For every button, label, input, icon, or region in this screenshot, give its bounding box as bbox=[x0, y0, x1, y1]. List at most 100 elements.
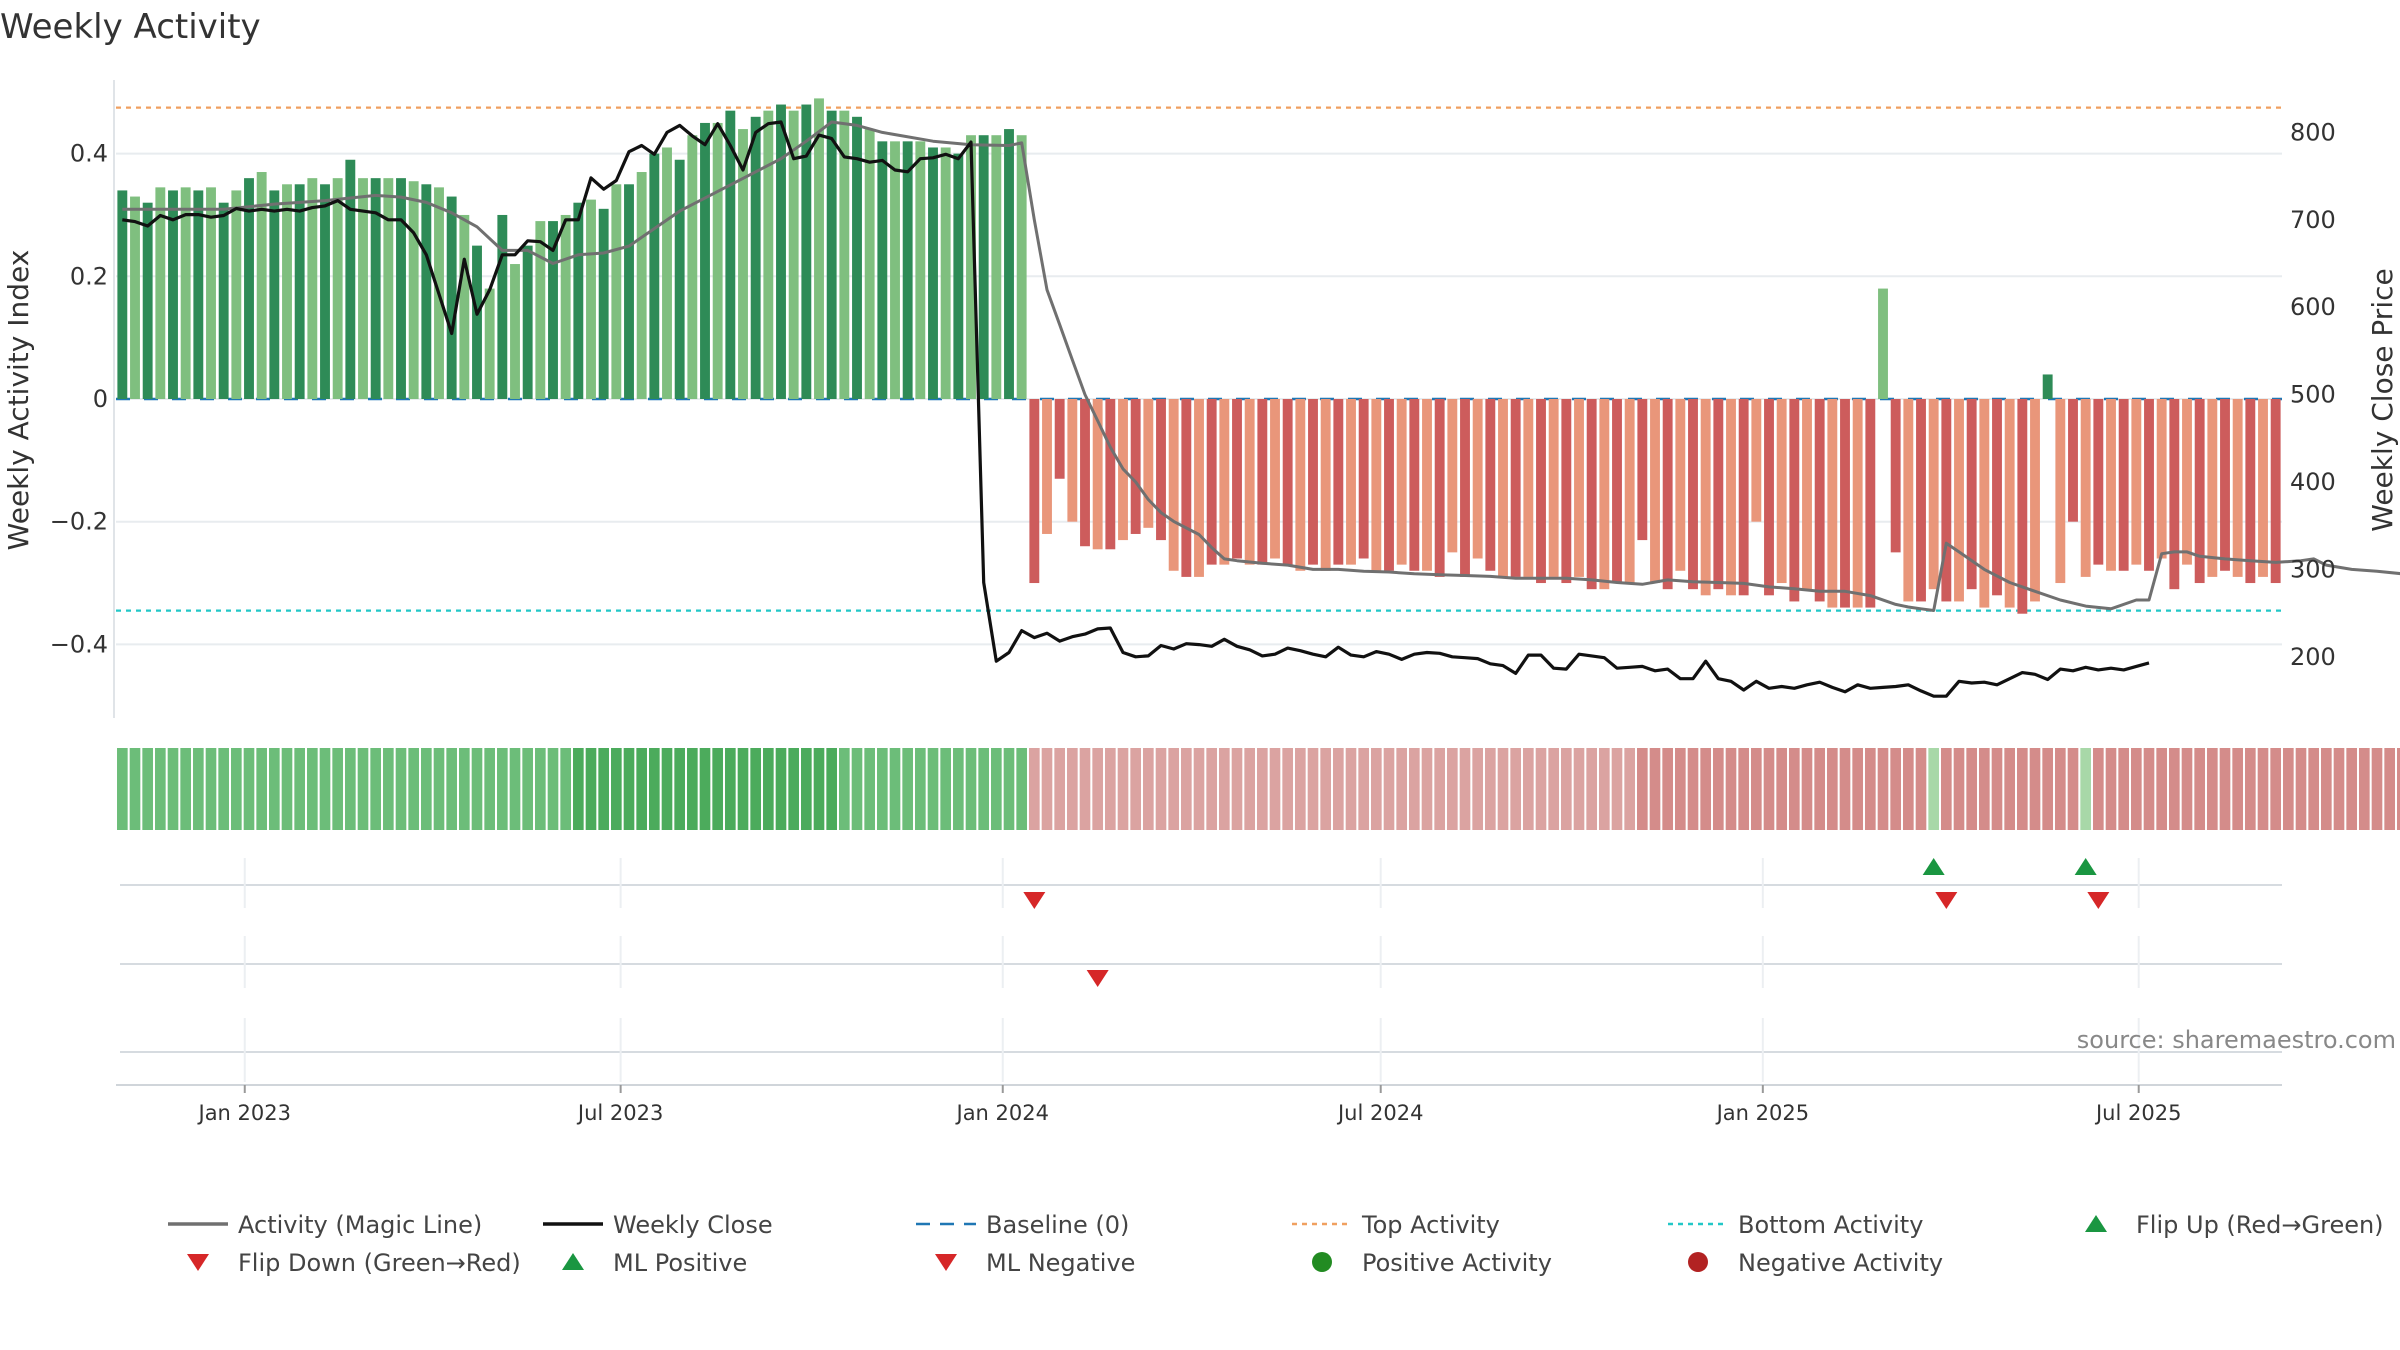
state-cell bbox=[2181, 748, 2193, 830]
state-cell bbox=[1168, 748, 1179, 830]
state-cell bbox=[1725, 748, 1737, 830]
activity-bar bbox=[1890, 399, 1901, 553]
state-cell bbox=[1269, 748, 1281, 830]
activity-bar bbox=[1105, 399, 1116, 550]
activity-bar bbox=[130, 196, 140, 399]
state-cell bbox=[763, 748, 774, 830]
legend-label: Negative Activity bbox=[1738, 1249, 1943, 1277]
activity-bar bbox=[1599, 399, 1610, 590]
flip-down-marker bbox=[1935, 892, 1958, 909]
state-cell bbox=[1877, 748, 1889, 830]
state-cell bbox=[1231, 748, 1243, 830]
state-cell bbox=[1991, 748, 2003, 830]
axes: −0.4 −0.2 0 0.2 0.4 200 300 400 500 600 700 800 bbox=[50, 80, 2336, 718]
activity-bar bbox=[1738, 399, 1749, 596]
state-cell bbox=[2055, 748, 2066, 830]
state-cell bbox=[1485, 748, 1496, 830]
state-cell bbox=[2270, 748, 2281, 830]
activity-bar bbox=[750, 116, 761, 400]
state-cell bbox=[2333, 748, 2345, 830]
activity-bar bbox=[1789, 399, 1800, 602]
activity-bar bbox=[370, 178, 381, 399]
activity-bar bbox=[1029, 399, 1040, 584]
state-cell bbox=[1966, 748, 1977, 830]
date-tick-label: Jul 2024 bbox=[1336, 1101, 1423, 1125]
state-cell bbox=[2131, 748, 2142, 830]
activity-bar bbox=[1954, 399, 1964, 602]
activity-bar bbox=[586, 199, 596, 399]
legend-symbol bbox=[935, 1254, 957, 1271]
activity-bar bbox=[1130, 399, 1141, 534]
state-cell bbox=[712, 748, 723, 830]
activity-bar bbox=[776, 104, 786, 400]
activity-bar bbox=[1434, 399, 1445, 577]
activity-bar bbox=[1612, 399, 1622, 584]
activity-bar bbox=[1143, 399, 1154, 528]
state-cell bbox=[2143, 748, 2155, 830]
date-tick-label: Jul 2023 bbox=[576, 1101, 663, 1125]
activity-bar bbox=[1384, 399, 1394, 571]
activity-bar bbox=[2245, 399, 2256, 584]
state-cell bbox=[1358, 748, 1369, 830]
state-cell bbox=[1789, 748, 1800, 830]
activity-bar bbox=[168, 190, 178, 399]
state-cell bbox=[1497, 748, 1509, 830]
state-cell bbox=[839, 748, 850, 830]
activity-bar bbox=[1941, 399, 1952, 602]
activity-bar bbox=[1295, 399, 1306, 571]
activity-bar bbox=[1852, 399, 1863, 608]
activity-bar bbox=[902, 141, 913, 399]
activity-bar bbox=[1472, 399, 1483, 559]
state-cell bbox=[1295, 748, 1306, 830]
state-cell bbox=[1003, 748, 1015, 830]
activity-bar bbox=[522, 245, 533, 399]
state-cell bbox=[269, 748, 280, 830]
state-cell bbox=[1561, 748, 1572, 830]
flip-down-marker bbox=[1023, 892, 1046, 909]
activity-bars bbox=[117, 98, 2281, 614]
activity-bar bbox=[890, 141, 900, 399]
state-cell bbox=[1029, 748, 1040, 830]
state-cell bbox=[2321, 748, 2332, 830]
state-cell bbox=[902, 748, 913, 830]
activity-bar bbox=[1396, 399, 1407, 565]
activity-bar bbox=[1764, 399, 1774, 596]
activity-bar bbox=[1282, 399, 1293, 565]
y2-tick-label: 400 bbox=[2290, 468, 2336, 496]
state-cell bbox=[2346, 748, 2357, 830]
state-cell bbox=[1915, 748, 1927, 830]
state-cell bbox=[1193, 748, 1205, 830]
state-cell bbox=[573, 748, 584, 830]
date-axis: Jan 2023 Jul 2023 Jan 2024 Jul 2024 Jan 2025… bbox=[116, 1084, 2282, 1125]
activity-bar bbox=[662, 147, 672, 399]
activity-bar bbox=[1067, 399, 1078, 522]
state-cell bbox=[1586, 748, 1597, 830]
activity-bar bbox=[1650, 399, 1660, 584]
activity-bar bbox=[307, 178, 318, 399]
state-cell bbox=[1434, 748, 1445, 830]
activity-bar bbox=[345, 159, 356, 399]
state-cell bbox=[294, 748, 305, 830]
weekly-close-line bbox=[122, 120, 2150, 698]
state-cell bbox=[2029, 748, 2041, 830]
legend-symbol bbox=[1688, 1252, 1708, 1272]
source-note: source: sharemaestro.com bbox=[2077, 1026, 2396, 1054]
state-cell bbox=[218, 748, 229, 830]
state-cell bbox=[1903, 748, 1914, 830]
flip-up-marker bbox=[2074, 858, 2097, 875]
date-tick-label: Jul 2025 bbox=[2094, 1101, 2181, 1125]
activity-bar bbox=[2093, 399, 2104, 565]
activity-bar bbox=[1865, 399, 1876, 608]
activity-bar bbox=[2030, 399, 2040, 602]
activity-bar bbox=[269, 190, 280, 399]
state-cell bbox=[813, 748, 825, 830]
state-cell bbox=[788, 748, 799, 830]
activity-bar bbox=[2080, 399, 2091, 577]
activity-bar bbox=[396, 178, 406, 399]
activity-bar bbox=[2270, 399, 2281, 584]
legend-label: Flip Down (Green→Red) bbox=[238, 1249, 521, 1277]
activity-bar bbox=[1257, 399, 1268, 565]
activity-bar bbox=[1840, 399, 1850, 608]
state-cell bbox=[2017, 748, 2028, 830]
